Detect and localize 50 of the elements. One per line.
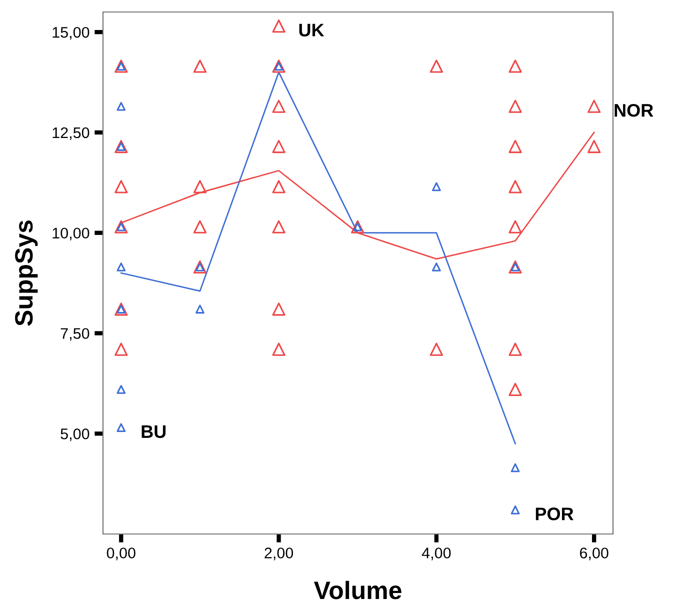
point (193, 180, 207, 194)
x-tick-label: 2,00 (264, 548, 294, 560)
point (510, 505, 520, 514)
point (116, 385, 126, 394)
x-axis-title: Volume (314, 580, 402, 600)
point (508, 60, 522, 73)
point (272, 342, 286, 356)
x-tick-label: 4,00 (422, 548, 451, 560)
annotation: NOR (614, 104, 654, 117)
point (193, 60, 207, 73)
y-tick-label: 5,00 (60, 428, 90, 442)
point (196, 304, 204, 314)
point (272, 100, 286, 113)
point (193, 260, 207, 274)
point (510, 463, 520, 472)
point (430, 60, 444, 73)
x-tick-label: 6,00 (580, 548, 608, 560)
y-axis-title: SuppSys (15, 220, 38, 326)
point (114, 342, 128, 356)
point (272, 220, 286, 234)
point (508, 260, 522, 274)
point (272, 140, 286, 154)
point (116, 102, 126, 111)
point (508, 220, 522, 234)
point (508, 180, 522, 194)
annotation: POR (536, 508, 574, 520)
point (432, 182, 441, 192)
point (116, 423, 126, 432)
point (272, 19, 286, 33)
y-tick-label: 10,00 (52, 228, 90, 240)
point (272, 302, 286, 316)
point (508, 342, 522, 356)
point (588, 100, 601, 113)
y-tick-label: 7,50 (60, 328, 90, 341)
point (430, 342, 444, 356)
x-tick-label: 0,00 (106, 548, 136, 560)
annotation: BU (142, 425, 166, 438)
annotation: UK (299, 24, 324, 36)
point (114, 180, 128, 194)
point (508, 100, 522, 113)
point (272, 180, 286, 194)
point (193, 220, 207, 234)
point (116, 262, 126, 272)
point (508, 140, 522, 154)
point (114, 140, 128, 154)
point (432, 262, 441, 272)
point (588, 140, 601, 154)
point (508, 382, 522, 396)
y-tick-label: 12,50 (52, 127, 90, 140)
y-tick-label: 15,00 (52, 26, 90, 40)
